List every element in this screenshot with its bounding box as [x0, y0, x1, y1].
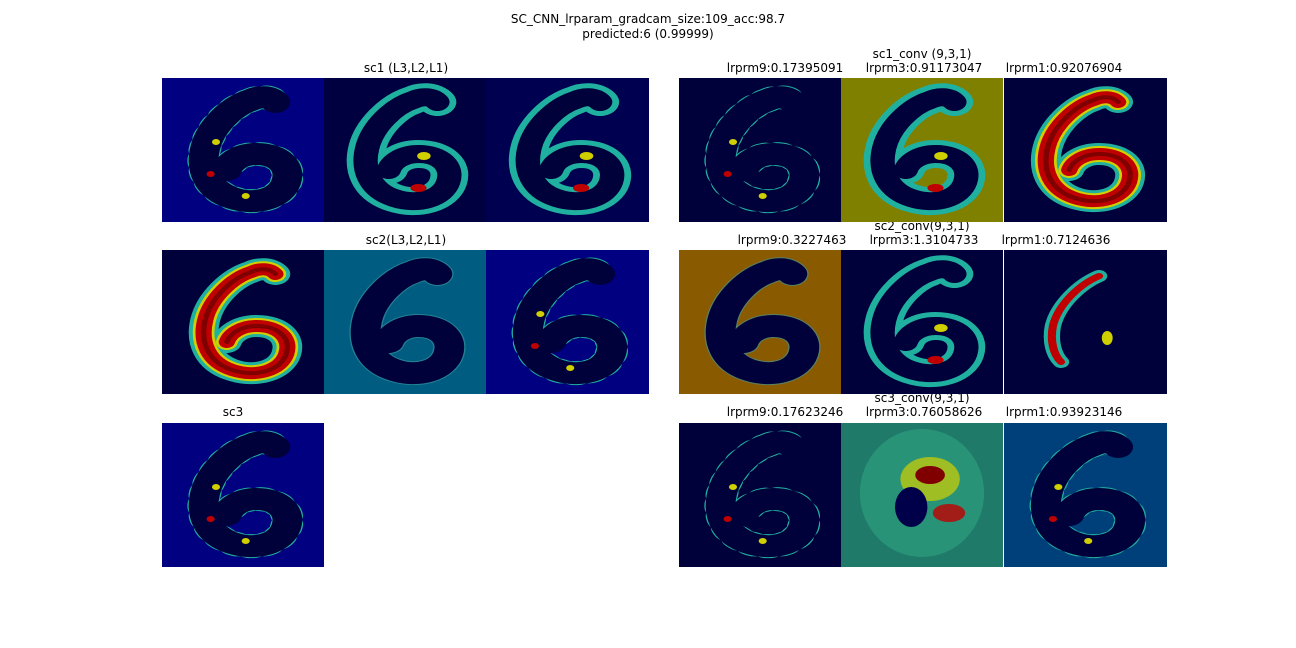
heatmap-image [841, 250, 1003, 394]
row2-label-2: lrprm3:1.3104733 [869, 233, 979, 247]
heatmap-panel-left-r1-3 [486, 78, 649, 222]
heatmap-panel-left-r3-1 [162, 423, 324, 567]
heatmap-panel-left-r1-2 [324, 78, 486, 222]
row3-right-title: sc3_conv(9,3,1) [874, 391, 970, 405]
figure-title: SC_CNN_lrparam_gradcam_size:109_acc:98.7 [510, 12, 786, 26]
heatmap-image [1004, 423, 1167, 567]
heatmap-image [162, 78, 324, 222]
heatmap-panel-left-r2-3 [486, 250, 649, 394]
heatmap-image [162, 250, 324, 394]
heatmap-image [486, 78, 649, 222]
row1-label-1: lrprm9:0.17395091 [726, 61, 844, 75]
figure-subtitle: predicted:6 (0.99999) [582, 27, 714, 41]
heatmap-panel-right-r3-2 [841, 423, 1003, 567]
heatmap-image [486, 250, 649, 394]
heatmap-image [162, 423, 324, 567]
heatmap-panel-left-r2-2 [324, 250, 486, 394]
heatmap-panel-right-r3-1 [679, 423, 841, 567]
row1-left-title: sc1 (L3,L2,L1) [363, 61, 449, 75]
heatmap-image [324, 78, 486, 222]
heatmap-panel-right-r1-3 [1004, 78, 1167, 222]
row2-label-1: lrprm9:0.3227463 [737, 233, 847, 247]
heatmap-panel-right-r2-1 [679, 250, 841, 394]
row3-label-1: lrprm9:0.17623246 [726, 405, 844, 419]
heatmap-panel-right-r3-3 [1004, 423, 1167, 567]
heatmap-panel-right-r1-2 [841, 78, 1003, 222]
heatmap-image [679, 423, 841, 567]
row2-left-title: sc2(L3,L2,L1) [365, 233, 447, 247]
row3-left-title: sc3 [222, 405, 244, 419]
row1-label-2: lrprm3:0.91173047 [865, 61, 983, 75]
row3-label-2: lrprm3:0.76058626 [865, 405, 983, 419]
heatmap-image [841, 423, 1003, 567]
row2-right-title: sc2_conv(9,3,1) [874, 219, 970, 233]
row3-label-3: lrprm1:0.93923146 [1005, 405, 1123, 419]
heatmap-panel-right-r1-1 [679, 78, 841, 222]
heatmap-image [679, 250, 841, 394]
heatmap-panel-right-r2-3 [1004, 250, 1167, 394]
row2-label-3: lrprm1:0.7124636 [1001, 233, 1111, 247]
row1-right-title: sc1_conv (9,3,1) [872, 47, 972, 61]
heatmap-panel-left-r2-1 [162, 250, 324, 394]
heatmap-image [841, 78, 1003, 222]
heatmap-image [324, 250, 486, 394]
row1-label-3: lrprm1:0.92076904 [1005, 61, 1123, 75]
heatmap-image [1004, 78, 1167, 222]
heatmap-image [1004, 250, 1167, 394]
heatmap-panel-left-r1-1 [162, 78, 324, 222]
heatmap-image [679, 78, 841, 222]
heatmap-panel-right-r2-2 [841, 250, 1003, 394]
